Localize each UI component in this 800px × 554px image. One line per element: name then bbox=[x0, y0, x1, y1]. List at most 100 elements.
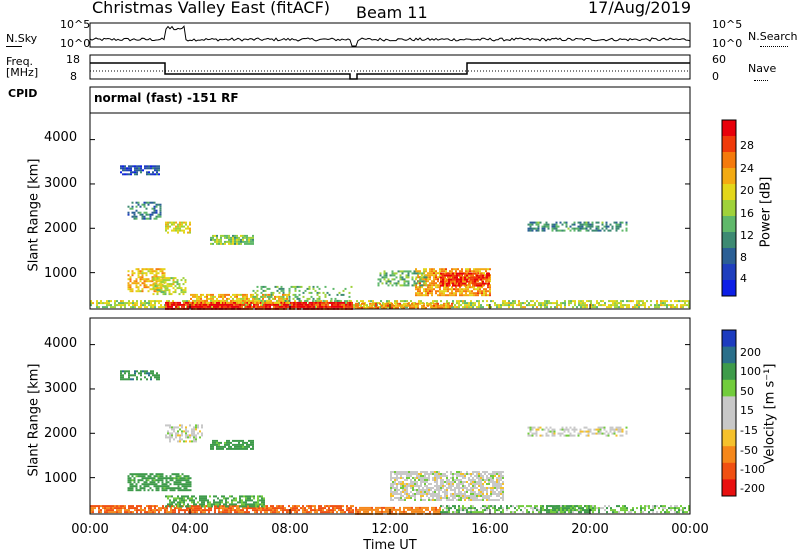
power-cell bbox=[157, 213, 160, 216]
power-cell bbox=[597, 225, 600, 228]
power-cell bbox=[210, 295, 212, 298]
power-cell bbox=[489, 288, 491, 291]
power-cell bbox=[221, 305, 223, 308]
power-cell bbox=[272, 301, 274, 304]
power-cell bbox=[427, 286, 429, 289]
power-cell bbox=[172, 279, 175, 282]
power-cell bbox=[486, 276, 488, 279]
velocity-cell bbox=[187, 503, 189, 506]
power-cell bbox=[545, 221, 548, 224]
velocity-cell bbox=[157, 473, 160, 476]
velocity-cell bbox=[179, 440, 181, 443]
power-cell bbox=[259, 305, 261, 308]
power-cell bbox=[348, 295, 351, 298]
velocity-cell bbox=[264, 507, 266, 510]
velocity-cell bbox=[143, 483, 146, 486]
velocity-cell bbox=[120, 374, 122, 377]
velocity-cell bbox=[626, 507, 628, 510]
velocity-cell bbox=[446, 495, 448, 497]
power-cell bbox=[439, 268, 441, 271]
power-cell bbox=[131, 282, 134, 285]
power-cell bbox=[175, 229, 177, 232]
power-cell bbox=[664, 300, 666, 303]
power-cell bbox=[480, 272, 482, 275]
power-cell bbox=[595, 221, 598, 224]
velocity-cell bbox=[174, 507, 176, 510]
velocity-cell bbox=[664, 505, 666, 508]
velocity-cell bbox=[409, 506, 411, 509]
velocity-cell bbox=[193, 440, 195, 443]
velocity-cell bbox=[470, 483, 472, 485]
velocity-cell bbox=[243, 501, 245, 504]
power-cell bbox=[485, 270, 487, 273]
power-cell bbox=[481, 290, 483, 293]
velocity-cell bbox=[412, 471, 414, 473]
power-cell bbox=[148, 167, 150, 170]
velocity-cell bbox=[426, 473, 428, 475]
velocity-cell bbox=[185, 428, 187, 431]
power-cell bbox=[449, 306, 451, 309]
power-cell bbox=[210, 242, 212, 245]
power-cell bbox=[587, 221, 590, 224]
vel-cb-tick-50: 50 bbox=[740, 385, 754, 398]
power-cell bbox=[395, 284, 398, 287]
power-cell bbox=[141, 278, 144, 281]
velocity-cell bbox=[466, 507, 468, 510]
velocity-cell bbox=[216, 439, 218, 442]
velocity-cell bbox=[284, 507, 286, 510]
velocity-cell bbox=[424, 491, 426, 493]
power-cell bbox=[182, 289, 185, 292]
velocity-cell bbox=[193, 503, 195, 506]
velocity-cell bbox=[173, 477, 176, 480]
power-cell bbox=[437, 304, 439, 307]
velocity-cell bbox=[394, 483, 396, 485]
power-cell bbox=[244, 240, 246, 243]
power-cell bbox=[144, 167, 146, 170]
power-cell bbox=[252, 299, 254, 302]
velocity-cell bbox=[670, 509, 672, 512]
velocity-cell bbox=[136, 511, 138, 514]
velocity-cell bbox=[460, 509, 462, 512]
power-cell bbox=[391, 274, 394, 277]
power-cell bbox=[591, 225, 594, 228]
power-cell bbox=[458, 304, 460, 307]
power-cell bbox=[427, 276, 429, 279]
velocity-cell bbox=[239, 495, 241, 498]
power-cell bbox=[611, 227, 614, 230]
velocity-cell bbox=[98, 505, 100, 508]
velocity-cell bbox=[251, 505, 253, 508]
colorbar-segment bbox=[722, 264, 736, 281]
velocity-cell bbox=[446, 499, 448, 501]
velocity-cell bbox=[92, 509, 94, 512]
power-cell bbox=[236, 301, 238, 304]
velocity-cell bbox=[178, 509, 180, 512]
power-cell bbox=[319, 305, 321, 308]
velocity-cell bbox=[484, 509, 486, 512]
velocity-cell bbox=[194, 507, 196, 510]
power-cell bbox=[387, 278, 390, 281]
velocity-cell bbox=[432, 487, 434, 489]
power-cell bbox=[417, 286, 419, 289]
power-cell bbox=[547, 227, 550, 230]
velocity-cell bbox=[185, 485, 188, 488]
velocity-cell bbox=[592, 509, 594, 512]
power-cell bbox=[395, 306, 397, 309]
velocity-cell bbox=[189, 505, 191, 508]
velocity-cell bbox=[155, 487, 158, 490]
velocity-cell bbox=[396, 471, 398, 473]
velocity-cell bbox=[175, 426, 177, 429]
velocity-cell bbox=[496, 489, 498, 491]
velocity-cell bbox=[688, 505, 690, 508]
power-cell bbox=[628, 304, 630, 307]
velocity-cell bbox=[238, 509, 240, 512]
power-cell bbox=[222, 300, 224, 303]
power-cell bbox=[211, 303, 213, 306]
velocity-cell bbox=[152, 509, 154, 512]
power-cell bbox=[403, 270, 406, 273]
velocity-cell bbox=[452, 495, 454, 497]
power-cell bbox=[189, 227, 191, 230]
power-cell bbox=[128, 167, 130, 170]
power-cell bbox=[177, 225, 179, 228]
power-cell bbox=[451, 286, 453, 289]
power-cell bbox=[322, 291, 325, 294]
